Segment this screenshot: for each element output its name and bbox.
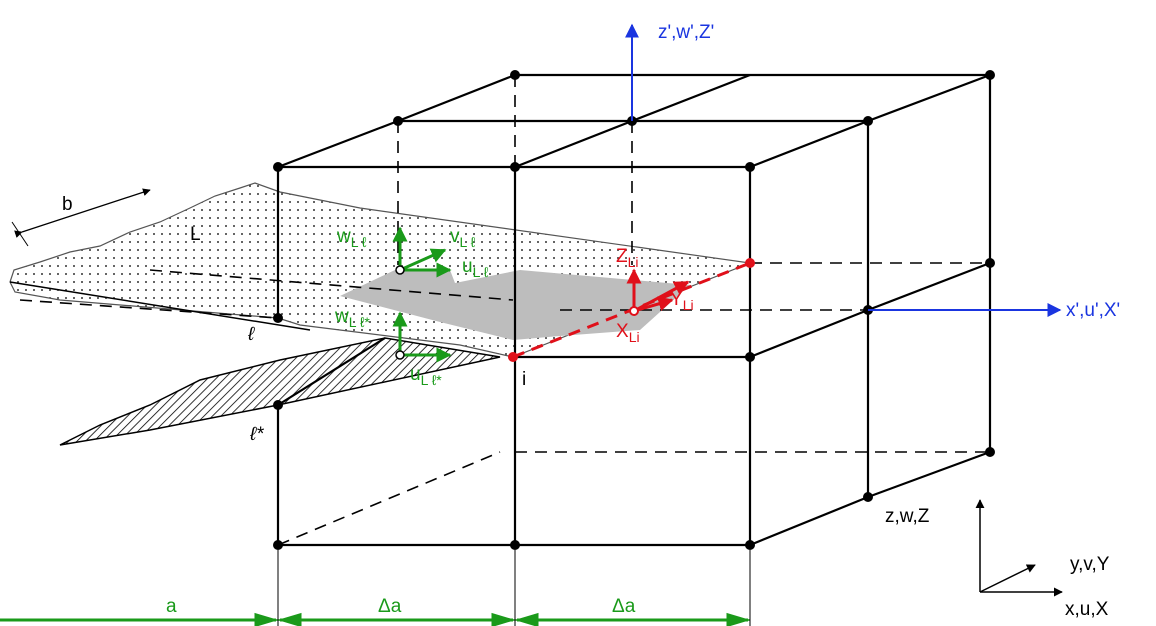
axis-label: z',w',Z' [658,22,714,43]
line-label: ℓ [247,324,255,345]
vector-label: vL ℓ [450,226,476,250]
axis-label: x,u,X [1065,599,1109,620]
dimension-label: Δa [378,596,402,617]
dimension-line [0,550,751,626]
dimension-label: Δa [612,596,636,617]
vector-label: uL ℓ [462,256,489,280]
axis-label: x',u',X' [1066,300,1120,321]
vector-label: uL ℓ* [410,364,442,388]
surface-label: L [190,224,201,245]
nodes [273,70,995,550]
vectors-l [392,226,452,363]
dimension-label: b [62,194,73,215]
line-label: ℓ* [249,424,264,445]
dimension-label: a [166,596,177,617]
vector-label: wL ℓ* [334,306,370,330]
local-frame-i [626,268,690,316]
node-label: i [522,369,526,390]
vector-label: wL ℓ [336,226,367,250]
axis-label: y,v,Y [1070,554,1110,575]
surface-l-star [59,337,501,446]
reference-axes [975,499,1063,597]
vector-label: YLi [670,289,694,313]
vector-label: XLi [616,321,640,345]
vector-label: ZLi [616,246,639,270]
axis-label: z,w,Z [885,506,930,527]
